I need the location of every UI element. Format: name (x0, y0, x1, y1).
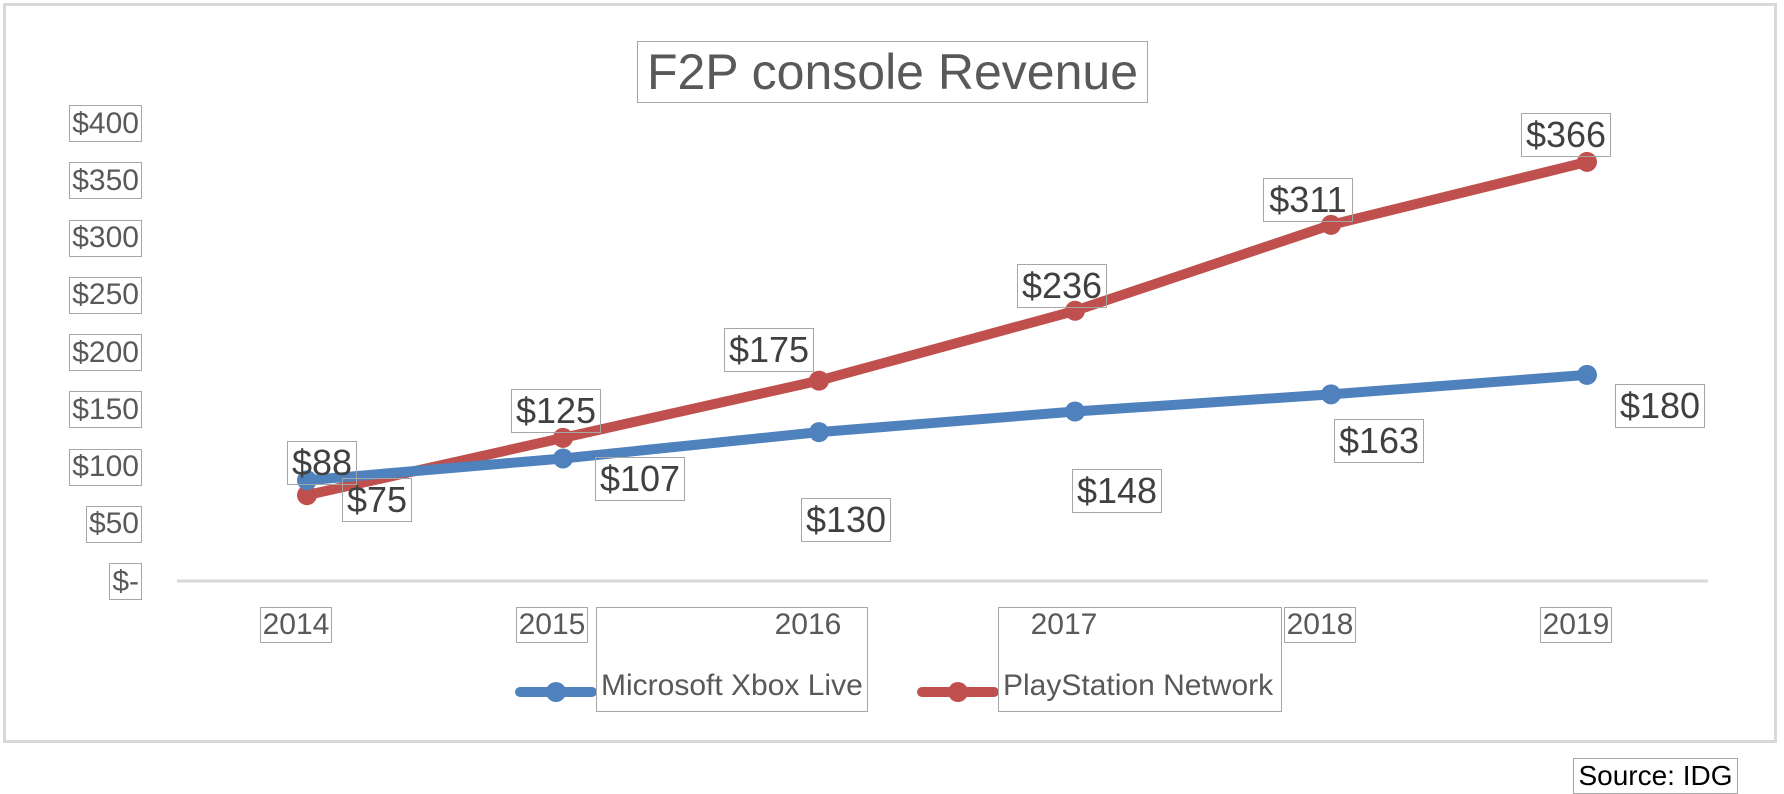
data-point-psn[interactable] (553, 427, 573, 448)
data-point-xbox[interactable] (1065, 401, 1085, 422)
chart-frame (3, 3, 1777, 743)
data-label-psn: $175 (724, 327, 814, 372)
legend-item-psn[interactable]: PlayStation Network (998, 607, 1282, 712)
x-tick-label: 2017 (1030, 608, 1098, 641)
data-label-xbox: $88 (287, 441, 357, 486)
data-point-psn[interactable] (1321, 214, 1341, 235)
x-tick-label: 2016 (774, 608, 842, 641)
data-label-xbox: $163 (1334, 419, 1424, 464)
data-point-xbox[interactable] (553, 448, 573, 469)
y-tick-label: $100 (69, 448, 142, 486)
data-point-xbox[interactable] (1577, 364, 1597, 385)
data-point-psn[interactable] (1577, 151, 1597, 172)
legend-label-psn: PlayStation Network (1003, 669, 1274, 702)
y-tick-label: $- (109, 563, 142, 600)
series-line-xbox (302, 369, 1592, 486)
legend-markers (515, 682, 999, 702)
legend-marker-xbox (546, 682, 566, 702)
data-label-psn: $236 (1017, 263, 1107, 308)
chart-title: F2P console Revenue (637, 41, 1148, 103)
data-label-xbox: $148 (1072, 468, 1162, 513)
y-tick-label: $250 (69, 276, 142, 314)
data-point-psn[interactable] (1065, 300, 1085, 321)
data-label-psn: $125 (511, 388, 601, 433)
y-tick-label: $50 (85, 505, 142, 543)
series-layer (297, 151, 1597, 506)
data-point-xbox[interactable] (809, 422, 829, 443)
series-line-psn (302, 156, 1592, 501)
data-label-xbox: $130 (801, 498, 891, 543)
x-tick-label: 2018 (1284, 607, 1356, 643)
x-tick-label: 2019 (1540, 607, 1612, 643)
data-label-psn: $311 (1263, 177, 1353, 222)
x-tick-label: 2015 (516, 607, 588, 643)
data-point-xbox[interactable] (297, 470, 317, 491)
y-tick-label: $400 (69, 105, 142, 142)
data-label-xbox: $107 (595, 457, 685, 502)
y-tick-label: $200 (69, 334, 142, 371)
data-label-psn: $75 (342, 478, 412, 523)
y-tick-label: $150 (69, 391, 142, 429)
x-tick-label: 2014 (260, 607, 332, 643)
y-tick-label: $350 (69, 162, 142, 200)
data-label-xbox: $180 (1615, 383, 1705, 428)
data-point-xbox[interactable] (1321, 384, 1341, 405)
data-point-psn[interactable] (809, 370, 829, 391)
data-label-psn: $366 (1521, 112, 1611, 157)
source-note: Source: IDG (1573, 758, 1738, 794)
legend-item-xbox[interactable]: Microsoft Xbox Live (596, 607, 868, 712)
data-point-psn[interactable] (297, 485, 317, 506)
legend-label-xbox: Microsoft Xbox Live (601, 669, 863, 702)
legend-marker-psn (948, 682, 968, 702)
y-tick-label: $300 (69, 219, 142, 257)
